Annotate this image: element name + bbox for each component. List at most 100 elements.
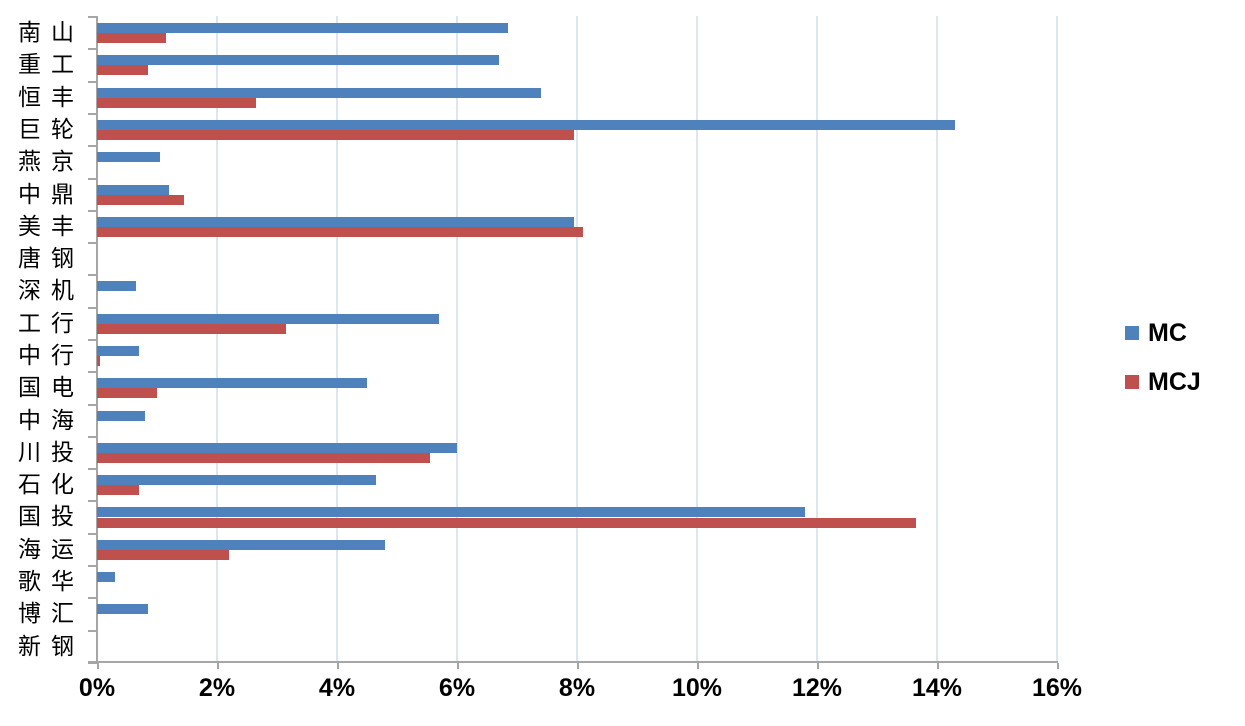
- x-axis: [88, 661, 1058, 663]
- y-axis-tick: [88, 630, 97, 632]
- gridline: [936, 16, 938, 662]
- y-axis-tick: [88, 210, 97, 212]
- y-axis-tick: [88, 16, 97, 18]
- category-label: 国投: [18, 504, 84, 530]
- x-axis-tick: [937, 663, 939, 669]
- x-tick-label: 2%: [198, 674, 236, 702]
- bar-mc: [97, 281, 136, 291]
- category-label: 新钢: [18, 634, 84, 660]
- x-tick-label: 14%: [911, 674, 963, 702]
- category-label: 深机: [18, 278, 84, 304]
- y-axis-tick: [88, 662, 97, 664]
- legend-item-mcj: MCJ: [1125, 367, 1201, 397]
- x-tick-label: 0%: [78, 674, 116, 702]
- bar-mc: [97, 411, 145, 421]
- gridline: [576, 16, 578, 662]
- bar-mc: [97, 55, 499, 65]
- legend-item-mc: MC: [1125, 318, 1201, 348]
- category-label: 石化: [18, 472, 84, 498]
- bar-mc: [97, 507, 805, 517]
- category-label: 重工: [18, 52, 84, 78]
- y-axis-tick: [88, 597, 97, 599]
- bar-mc: [97, 378, 367, 388]
- gridline: [336, 16, 338, 662]
- y-axis-tick: [88, 145, 97, 147]
- bar-mcj: [97, 485, 139, 495]
- category-label: 燕京: [18, 149, 84, 175]
- y-axis-tick: [88, 565, 97, 567]
- category-label: 中行: [18, 343, 84, 369]
- bar-mc: [97, 443, 457, 453]
- y-axis-tick: [88, 307, 97, 309]
- y-axis-tick: [88, 533, 97, 535]
- bar-mc: [97, 88, 541, 98]
- bar-mcj: [97, 98, 256, 108]
- x-axis-tick: [1057, 663, 1059, 669]
- y-axis-tick: [88, 436, 97, 438]
- gridline: [456, 16, 458, 662]
- gridline: [1056, 16, 1058, 662]
- category-label: 海运: [18, 537, 84, 563]
- x-tick-label: 12%: [791, 674, 843, 702]
- category-label: 恒丰: [18, 85, 84, 111]
- bar-mcj: [97, 324, 286, 334]
- y-axis-tick: [88, 113, 97, 115]
- legend-label-mcj: MCJ: [1148, 368, 1201, 396]
- y-axis-tick: [88, 404, 97, 406]
- bar-mcj: [97, 195, 184, 205]
- x-axis-tick: [457, 663, 459, 669]
- category-label: 歌华: [18, 569, 84, 595]
- bar-mc: [97, 475, 376, 485]
- bar-mc: [97, 185, 169, 195]
- x-axis-tick: [217, 663, 219, 669]
- x-axis-tick: [697, 663, 699, 669]
- x-tick-label: 6%: [438, 674, 476, 702]
- bar-mc: [97, 572, 115, 582]
- legend-label-mc: MC: [1148, 319, 1187, 347]
- category-label: 巨轮: [18, 117, 84, 143]
- category-label: 博汇: [18, 601, 84, 627]
- mc-series-swatch-icon: [1125, 326, 1139, 340]
- bar-mcj: [97, 356, 100, 366]
- bar-mc: [97, 540, 385, 550]
- x-tick-label: 16%: [1031, 674, 1083, 702]
- bar-mcj: [97, 453, 430, 463]
- bar-mc: [97, 346, 139, 356]
- x-axis-tick: [577, 663, 579, 669]
- y-axis-tick: [88, 500, 97, 502]
- bar-mc: [97, 314, 439, 324]
- y-axis-tick: [88, 81, 97, 83]
- bar-mcj: [97, 388, 157, 398]
- y-axis-tick: [88, 339, 97, 341]
- bar-mcj: [97, 550, 229, 560]
- mcj-series-swatch-icon: [1125, 375, 1139, 389]
- y-axis-tick: [88, 468, 97, 470]
- gridline: [216, 16, 218, 662]
- category-label: 工行: [18, 311, 84, 337]
- bar-mcj: [97, 130, 574, 140]
- x-tick-label: 8%: [558, 674, 596, 702]
- bar-mc: [97, 604, 148, 614]
- gridline: [696, 16, 698, 662]
- bar-mcj: [97, 227, 583, 237]
- y-axis-tick: [88, 242, 97, 244]
- category-label: 中海: [18, 408, 84, 434]
- y-axis-tick: [88, 178, 97, 180]
- x-tick-label: 4%: [318, 674, 356, 702]
- y-axis-tick: [88, 274, 97, 276]
- x-tick-label: 10%: [671, 674, 723, 702]
- category-label: 川投: [18, 440, 84, 466]
- legend: MC MCJ: [1125, 318, 1201, 416]
- category-label: 唐钢: [18, 246, 84, 272]
- bar-mcj: [97, 33, 166, 43]
- bar-mcj: [97, 65, 148, 75]
- bar-mc: [97, 217, 574, 227]
- category-label: 南山: [18, 20, 84, 46]
- y-axis-tick: [88, 48, 97, 50]
- bar-mc: [97, 152, 160, 162]
- bar-mcj: [97, 518, 916, 528]
- bar-mc: [97, 120, 955, 130]
- x-axis-tick: [817, 663, 819, 669]
- y-axis: [96, 16, 98, 662]
